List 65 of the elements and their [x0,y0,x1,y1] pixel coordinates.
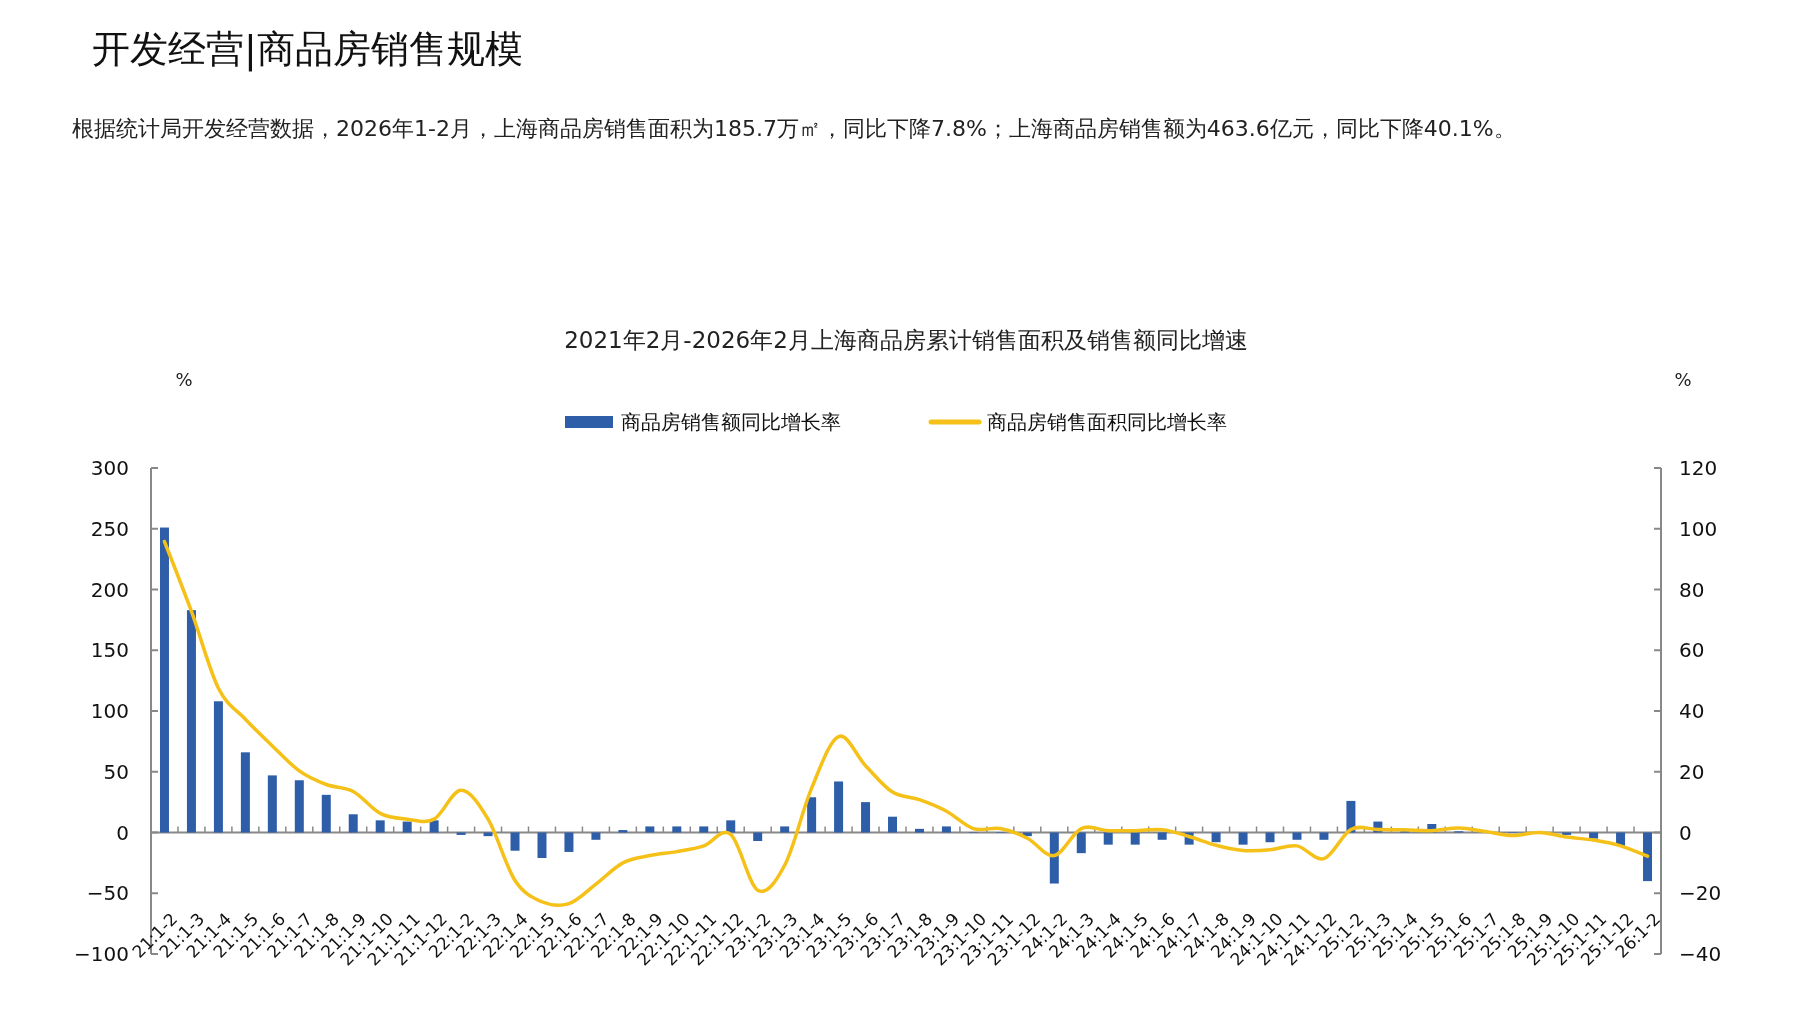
bar [753,832,763,842]
y-tick-label: −50 [86,881,129,906]
bar [240,752,250,833]
bar [294,780,304,833]
y2-tick-label: −20 [1679,881,1722,906]
bar [564,832,574,852]
bar [672,826,682,833]
bar [1292,832,1302,840]
y-tick-label: 150 [90,638,129,663]
bar [1643,832,1653,882]
bar [186,610,196,833]
bar [1238,832,1248,845]
y-tick-label: 250 [90,516,129,541]
bar [1157,832,1167,840]
y2-tick-label: 60 [1679,638,1705,663]
y2-tick-label: 120 [1679,456,1718,480]
y-tick-label: 300 [90,456,129,480]
bar [213,701,223,833]
bar [591,832,601,840]
bar [780,826,790,833]
y2-tick-label: 0 [1679,820,1692,845]
bar [861,802,871,833]
bar [159,527,169,833]
bar [375,820,385,833]
bar [914,828,924,833]
bar [807,797,817,833]
y2-tick-label: −40 [1679,942,1722,966]
bar [941,826,951,833]
bar [1130,832,1140,845]
y2-tick-label: 40 [1679,699,1705,723]
bar [537,832,547,859]
y-tick-label: 200 [90,577,129,602]
bar [510,832,520,851]
y2-tick-label: 80 [1679,577,1705,602]
bar [726,820,736,833]
chart-title: 开发经营|商品房销售规模 [92,26,523,74]
bar [618,830,628,833]
y-tick-label: 0 [116,820,129,845]
y-tick-label: 100 [90,699,129,723]
bar [429,820,439,833]
bar [699,826,709,833]
y-axis-title: % [175,369,193,390]
bar [348,814,358,833]
line-series [162,539,1650,907]
bar [1319,832,1329,840]
bar [1076,832,1086,854]
y-tick-label: 50 [103,759,129,784]
bar [1211,832,1221,843]
y2-tick-label: 20 [1679,759,1705,784]
bar [645,826,655,833]
bar [1265,832,1275,843]
bar [1049,832,1059,884]
bar [834,781,844,833]
chart-subtitle: 2021年2月-2026年2月上海商品房累计销售面积及销售额同比增速 [564,327,1248,353]
bar [402,821,412,833]
bar [888,816,898,833]
y2-axis-title: % [1674,369,1692,390]
text: 根据统计局开发经营数据，2026年1-2月，上海商品房销售面积为185.7万㎡，同比下降7.8%；上海商品房销售额为463.6亿元，同比下降40.1%。 [72,115,1517,143]
y-tick-label: −100 [74,942,129,966]
bar [1103,832,1113,845]
y2-tick-label: 100 [1679,516,1718,541]
legend-label: 商品房销售面积同比增长率 [987,410,1227,434]
bar [321,794,331,833]
bar [267,775,277,833]
legend-label: 商品房销售额同比增长率 [621,410,841,434]
